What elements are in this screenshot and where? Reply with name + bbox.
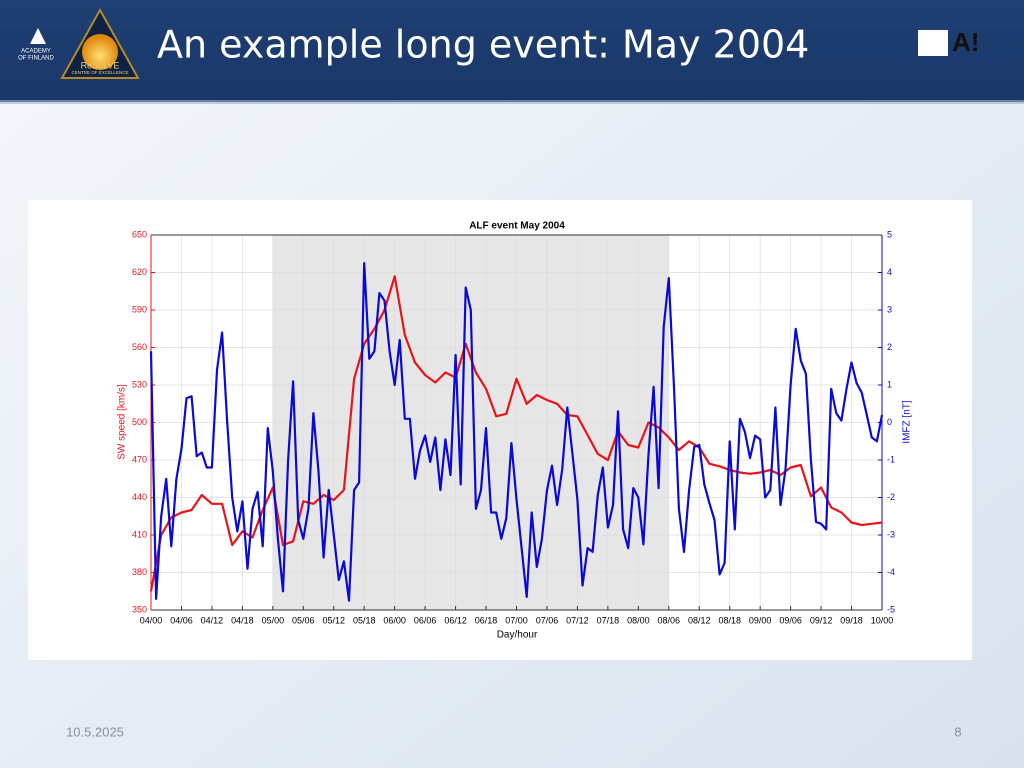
slide-title: An example long event: May 2004 [157,23,809,67]
logo-text: CENTRE OF EXCELLENCE [71,70,128,75]
chart-title: ALF event May 2004 [469,221,565,232]
x-tick-label: 08/06 [658,615,681,625]
logo-text: OF FINLAND [18,56,54,62]
y2-tick-label: -3 [887,529,895,539]
x-tick-label: 08/00 [627,615,650,625]
y-tick-label: 470 [132,454,147,464]
y2-tick-label: 4 [887,267,892,277]
y-tick-label: 590 [132,304,147,314]
header-band [0,0,1024,102]
x-tick-label: 05/18 [353,615,376,625]
y2-tick-label: -2 [887,492,895,502]
aalto-icon [918,30,948,56]
academy-icon [30,28,46,44]
y2-tick-label: 3 [887,304,892,314]
x-tick-label: 04/00 [140,615,163,625]
y-tick-label: 380 [132,567,147,577]
series-line [149,262,884,602]
x-tick-label: 08/18 [718,615,741,625]
y-tick-label: 560 [132,342,147,352]
x-tick-label: 06/06 [414,615,437,625]
y-tick-label: 440 [132,492,147,502]
y-tick-label: 500 [132,417,147,427]
y-axis-label: SW speed [km/s] [117,384,128,460]
y-tick-label: 650 [132,229,147,239]
x-tick-label: 04/12 [201,615,224,625]
logo-text: ACADEMY [21,49,51,55]
y2-tick-label: 0 [887,417,892,427]
x-tick-label: 05/12 [322,615,345,625]
y-tick-label: 620 [132,267,147,277]
y2-tick-label: -1 [887,454,895,464]
y2-axis-label: IMFZ [nT] [902,400,913,444]
resolve-sun [82,34,118,70]
header-shadow [0,100,1024,104]
page-number: 8 [954,724,961,739]
y2-tick-label: 1 [887,379,892,389]
y2-tick-label: 5 [887,229,892,239]
y-tick-label: 410 [132,529,147,539]
x-tick-label: 10/00 [871,615,894,625]
x-tick-label: 09/06 [779,615,802,625]
x-tick-label: 07/18 [597,615,620,625]
x-tick-label: 08/12 [688,615,711,625]
x-tick-label: 05/00 [262,615,285,625]
y2-tick-label: -5 [887,604,895,614]
x-tick-label: 09/00 [749,615,772,625]
x-tick-label: 07/00 [505,615,528,625]
x-axis-label: Day/hour [497,630,538,641]
series-line [149,275,883,592]
x-tick-label: 04/18 [231,615,254,625]
aalto-logo: A! [952,27,979,57]
y2-tick-label: 2 [887,342,892,352]
x-tick-label: 09/18 [840,615,863,625]
footer-date: 10.5.2025 [66,724,124,739]
logo-text: ReSoLVE [81,60,120,70]
x-tick-label: 04/06 [170,615,193,625]
x-tick-label: 06/18 [475,615,498,625]
y-tick-label: 530 [132,379,147,389]
x-tick-label: 07/06 [536,615,559,625]
x-tick-label: 06/00 [383,615,406,625]
y-tick-label: 350 [132,604,147,614]
x-tick-label: 07/12 [566,615,589,625]
x-tick-label: 06/12 [444,615,467,625]
y2-tick-label: -4 [887,567,895,577]
x-tick-label: 05/06 [292,615,315,625]
x-tick-label: 09/12 [810,615,833,625]
